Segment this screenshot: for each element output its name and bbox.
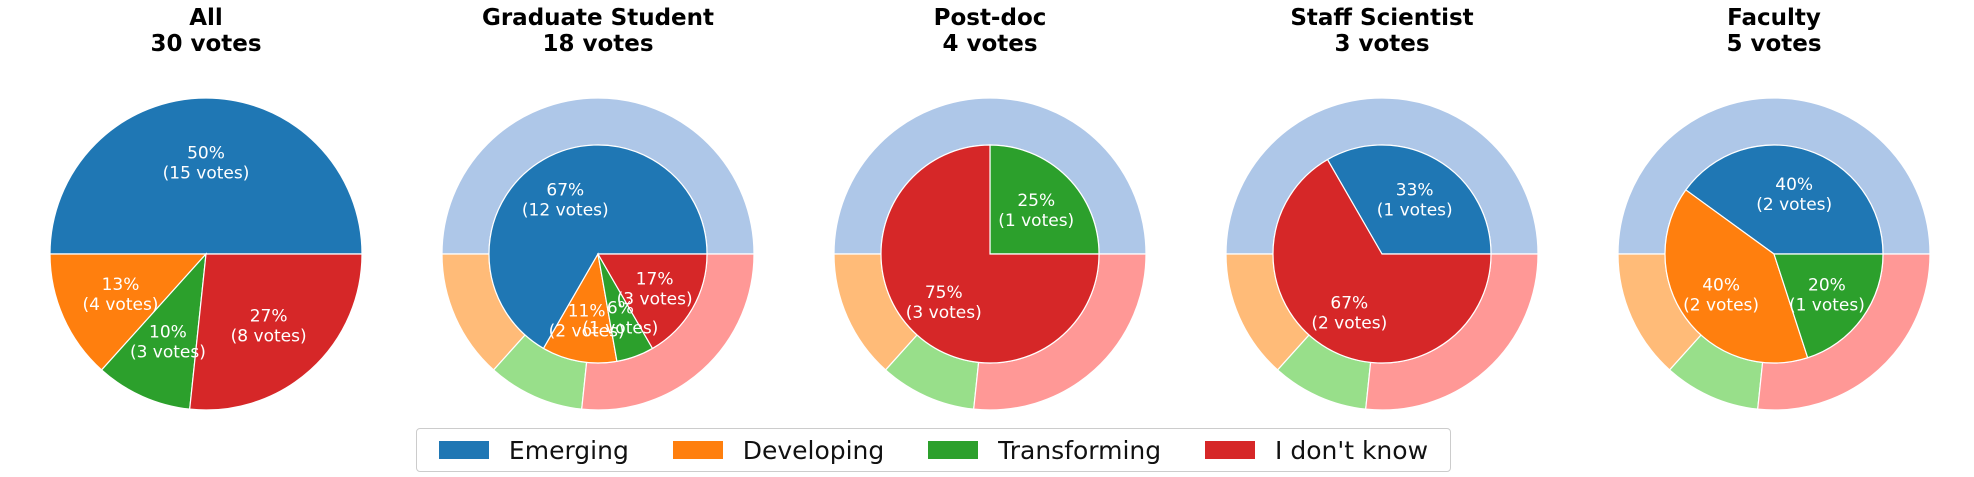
pie-label-transforming: 6% (1 votes) [582, 298, 658, 338]
legend-item-i-dont-know: I don't know [1205, 436, 1428, 465]
pie-title: Graduate Student [482, 5, 714, 31]
pie-title: Faculty [1727, 5, 1821, 31]
legend: Emerging Developing Transforming I don't… [416, 428, 1451, 472]
pie-label-i-don-t-know: 17% (3 votes) [617, 270, 693, 310]
pie-wedge-i-don-t-know [1272, 158, 1492, 364]
pie-title: Staff Scientist [1290, 5, 1473, 31]
pie-title: Post-doc [934, 5, 1047, 31]
pie-title: All [189, 5, 223, 31]
legend-label-developing: Developing [742, 435, 885, 465]
pie-subtitle: 5 votes [1726, 31, 1821, 57]
pie-wedge-i-don-t-know [596, 253, 708, 350]
pie-wedge-i-don-t-know [189, 253, 363, 411]
legend-swatch-emerging [438, 441, 489, 459]
pie-label-transforming: 10% (3 votes) [130, 323, 206, 363]
pie-label-developing: 13% (4 votes) [83, 275, 159, 315]
pie-label-i-don-t-know: 27% (8 votes) [231, 307, 307, 347]
pie-wedge-emerging [488, 144, 708, 350]
legend-item-developing: Developing [672, 435, 885, 465]
pie-wedge-emerging [1684, 144, 1884, 255]
pie-wedge-developing [49, 253, 208, 371]
pie-label-emerging: 33% (1 votes) [1377, 180, 1453, 220]
legend-label-i-dont-know: I don't know [1275, 435, 1429, 465]
pie-label-emerging: 67% (12 votes) [522, 180, 609, 220]
legend-swatch-i-dont-know [1205, 441, 1255, 459]
pie-subtitle: 18 votes [542, 31, 653, 57]
legend-swatch-transforming [928, 441, 979, 459]
legend-label-emerging: Emerging [508, 435, 629, 465]
legend-item-transforming: Transforming [928, 436, 1161, 465]
pie-wedge-transforming [989, 144, 1100, 255]
pie-label-developing: 11% (2 votes) [549, 301, 625, 341]
pie-subtitle: 4 votes [942, 31, 1037, 57]
pie-wedge-developing [1664, 189, 1809, 364]
pie-label-emerging: 40% (2 votes) [1756, 175, 1832, 215]
pie-label-transforming: 25% (1 votes) [998, 191, 1074, 231]
pie-subtitle: 30 votes [150, 31, 261, 57]
pie-wedge-emerging [1326, 144, 1492, 255]
pie-label-transforming: 20% (1 votes) [1789, 275, 1865, 315]
pie-wedge-i-don-t-know [880, 144, 1100, 364]
pie-wedge-transforming [100, 252, 207, 410]
pie-subtitle: 3 votes [1334, 31, 1429, 57]
pie-wedge-transforming [1773, 253, 1884, 359]
pie-label-i-don-t-know: 67% (2 votes) [1311, 294, 1387, 334]
legend-item-emerging: Emerging [438, 435, 629, 465]
pie-wedge-emerging [49, 97, 363, 255]
pie-label-i-don-t-know: 75% (3 votes) [906, 283, 982, 323]
pie-label-developing: 40% (2 votes) [1683, 275, 1759, 315]
pie-label-emerging: 50% (15 votes) [163, 143, 250, 183]
legend-label-transforming: Transforming [998, 435, 1162, 465]
legend-swatch-developing [672, 441, 723, 459]
pie-wedge-developing [542, 252, 618, 364]
